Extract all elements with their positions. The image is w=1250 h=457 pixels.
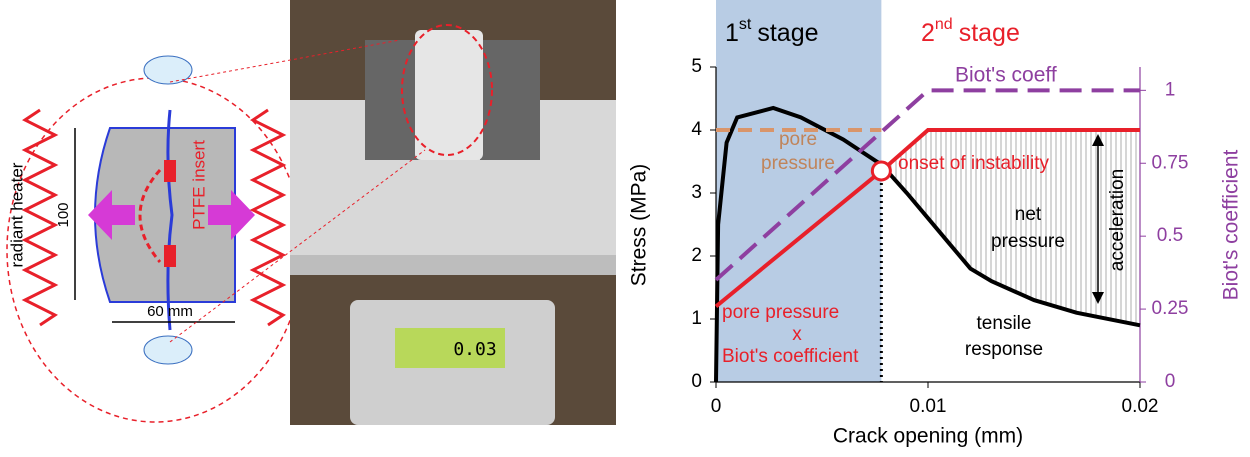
annotation: Biot's coefficient: [722, 346, 859, 367]
stage-title-part: 2: [921, 19, 935, 47]
steam: [144, 336, 192, 364]
y2-axis-label: Biot's coefficient: [1220, 149, 1243, 300]
figure: radiant heater 100 60 mm PTFE insert 0.0…: [0, 0, 1250, 452]
annotation: net: [1015, 204, 1042, 225]
stage-title-part: st: [739, 16, 752, 33]
insert-block: [164, 160, 176, 182]
specimen-photo: [415, 30, 483, 160]
y-tick-label: 4: [691, 119, 702, 140]
heater-block: [480, 40, 540, 160]
page: radiant heater 100 60 mm PTFE insert 0.0…: [0, 0, 1250, 457]
y-tick-label: 5: [691, 56, 702, 77]
stage-title-part: stage: [757, 19, 818, 47]
annotation: Biot's coeff: [955, 64, 1057, 87]
heater: [253, 110, 283, 325]
stage-title-part: nd: [935, 16, 953, 33]
label: PTFE insert: [189, 140, 208, 230]
label: 60 mm: [147, 303, 193, 320]
annotation: pore: [779, 129, 817, 150]
y-tick-label: 2: [691, 245, 702, 266]
annotation: acceleration: [1107, 169, 1128, 271]
x-tick-label: 0: [711, 396, 722, 417]
heater: [25, 110, 55, 325]
annotation: pore pressure: [722, 302, 839, 323]
y2-tick-label: 0.25: [1152, 298, 1189, 319]
stage-title-part: stage: [959, 19, 1020, 47]
x-tick-label: 0.02: [1122, 396, 1159, 417]
x-axis-label: Crack opening (mm): [833, 425, 1023, 448]
annotation: tensile: [977, 313, 1032, 334]
schematic: radiant heater 100 60 mm PTFE insert: [7, 56, 303, 422]
insert-block: [164, 245, 176, 267]
annotation: pressure: [991, 231, 1065, 252]
annotation: pressure: [761, 153, 835, 174]
display-reading: 0.03: [453, 339, 496, 360]
y-tick-label: 1: [691, 308, 702, 329]
y2-tick-label: 0.5: [1157, 225, 1183, 246]
onset-marker: [872, 162, 890, 180]
y2-tick-label: 0.75: [1152, 152, 1189, 173]
x-tick-label: 0.01: [910, 396, 947, 417]
y-tick-label: 3: [691, 182, 702, 203]
chart: Stress (MPa) Biot's coefficient Crack op…: [628, 0, 1243, 448]
annotation: x: [792, 324, 802, 345]
annotation: response: [965, 339, 1043, 360]
plate-edge: [290, 255, 616, 275]
annotation: onset of instability: [898, 153, 1050, 174]
stage-title-part: 1: [725, 19, 739, 47]
label: radiant heater: [7, 162, 26, 267]
y2-tick-label: 1: [1165, 79, 1176, 100]
label: 100: [55, 202, 72, 227]
y2-tick-label: 0: [1165, 371, 1176, 392]
y-tick-label: 0: [691, 371, 702, 392]
y-axis-label: Stress (MPa): [628, 164, 651, 287]
